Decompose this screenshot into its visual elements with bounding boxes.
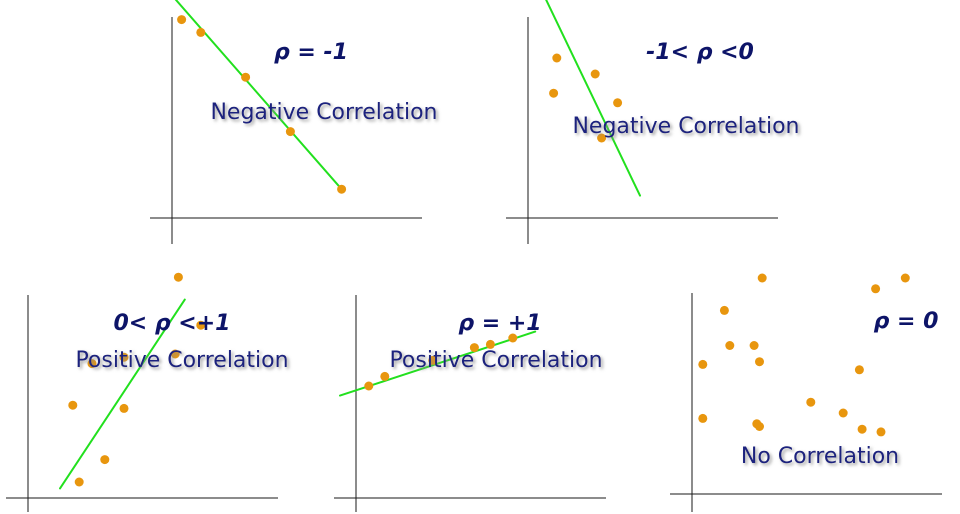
panel-perfect-positive: ρ = +1 Positive Correlation	[334, 295, 606, 512]
rho-label: ρ = +1	[458, 311, 541, 336]
panel-weak-negative: -1< ρ <0 Negative Correlation	[506, 0, 800, 244]
data-point	[285, 127, 295, 137]
data-points	[177, 15, 347, 194]
rho-label: ρ = 0	[874, 309, 939, 334]
data-point	[380, 371, 390, 381]
data-point	[613, 98, 623, 108]
data-point	[241, 72, 251, 82]
data-point	[74, 477, 84, 487]
panel-weak-positive: 0< ρ <+1 Positive Correlation	[6, 272, 289, 512]
data-point	[725, 341, 735, 350]
fit-line	[59, 298, 186, 490]
data-points	[364, 333, 518, 391]
data-point	[698, 413, 708, 423]
data-points	[68, 272, 206, 487]
data-point	[485, 339, 495, 349]
data-points	[698, 273, 910, 437]
fit-line	[174, 0, 343, 191]
panel-no-correlation: ρ = 0 No Correlation	[670, 273, 942, 512]
data-point	[871, 284, 881, 294]
data-point	[119, 352, 129, 362]
caption: No Correlation	[741, 444, 899, 469]
data-point	[196, 320, 206, 330]
rho-label: ρ = -1	[274, 40, 348, 65]
fit-line	[545, 0, 641, 197]
data-point	[100, 455, 110, 465]
data-point	[87, 359, 97, 369]
rho-label: -1< ρ <0	[646, 40, 754, 65]
data-point	[698, 359, 708, 369]
data-point	[755, 357, 764, 367]
data-point	[508, 333, 518, 343]
data-point	[719, 305, 729, 315]
data-points	[549, 53, 623, 143]
caption: Negative Correlation	[210, 100, 437, 125]
data-point	[196, 27, 206, 37]
data-point	[173, 272, 183, 282]
data-point	[552, 53, 562, 63]
data-point	[838, 408, 848, 418]
data-point	[428, 355, 438, 365]
data-point	[337, 184, 347, 194]
panel-perfect-negative: ρ = -1 Negative Correlation	[150, 0, 438, 244]
data-point	[854, 365, 864, 375]
data-point	[177, 15, 187, 25]
data-point	[806, 397, 816, 407]
rho-label: 0< ρ <+1	[114, 311, 231, 336]
caption: Positive Correlation	[75, 348, 288, 373]
data-point	[170, 349, 180, 359]
data-point	[597, 133, 607, 143]
data-point	[590, 69, 600, 79]
data-point	[900, 273, 910, 283]
data-point	[752, 419, 762, 429]
caption: Negative Correlation	[572, 114, 799, 139]
data-point	[119, 403, 129, 413]
data-point	[757, 273, 767, 283]
data-point	[68, 400, 78, 410]
caption: Positive Correlation	[389, 348, 602, 373]
data-point	[749, 341, 759, 350]
data-point	[364, 381, 374, 391]
data-point	[469, 343, 479, 353]
data-point	[857, 424, 867, 434]
data-point	[549, 88, 559, 98]
data-point	[876, 427, 886, 437]
